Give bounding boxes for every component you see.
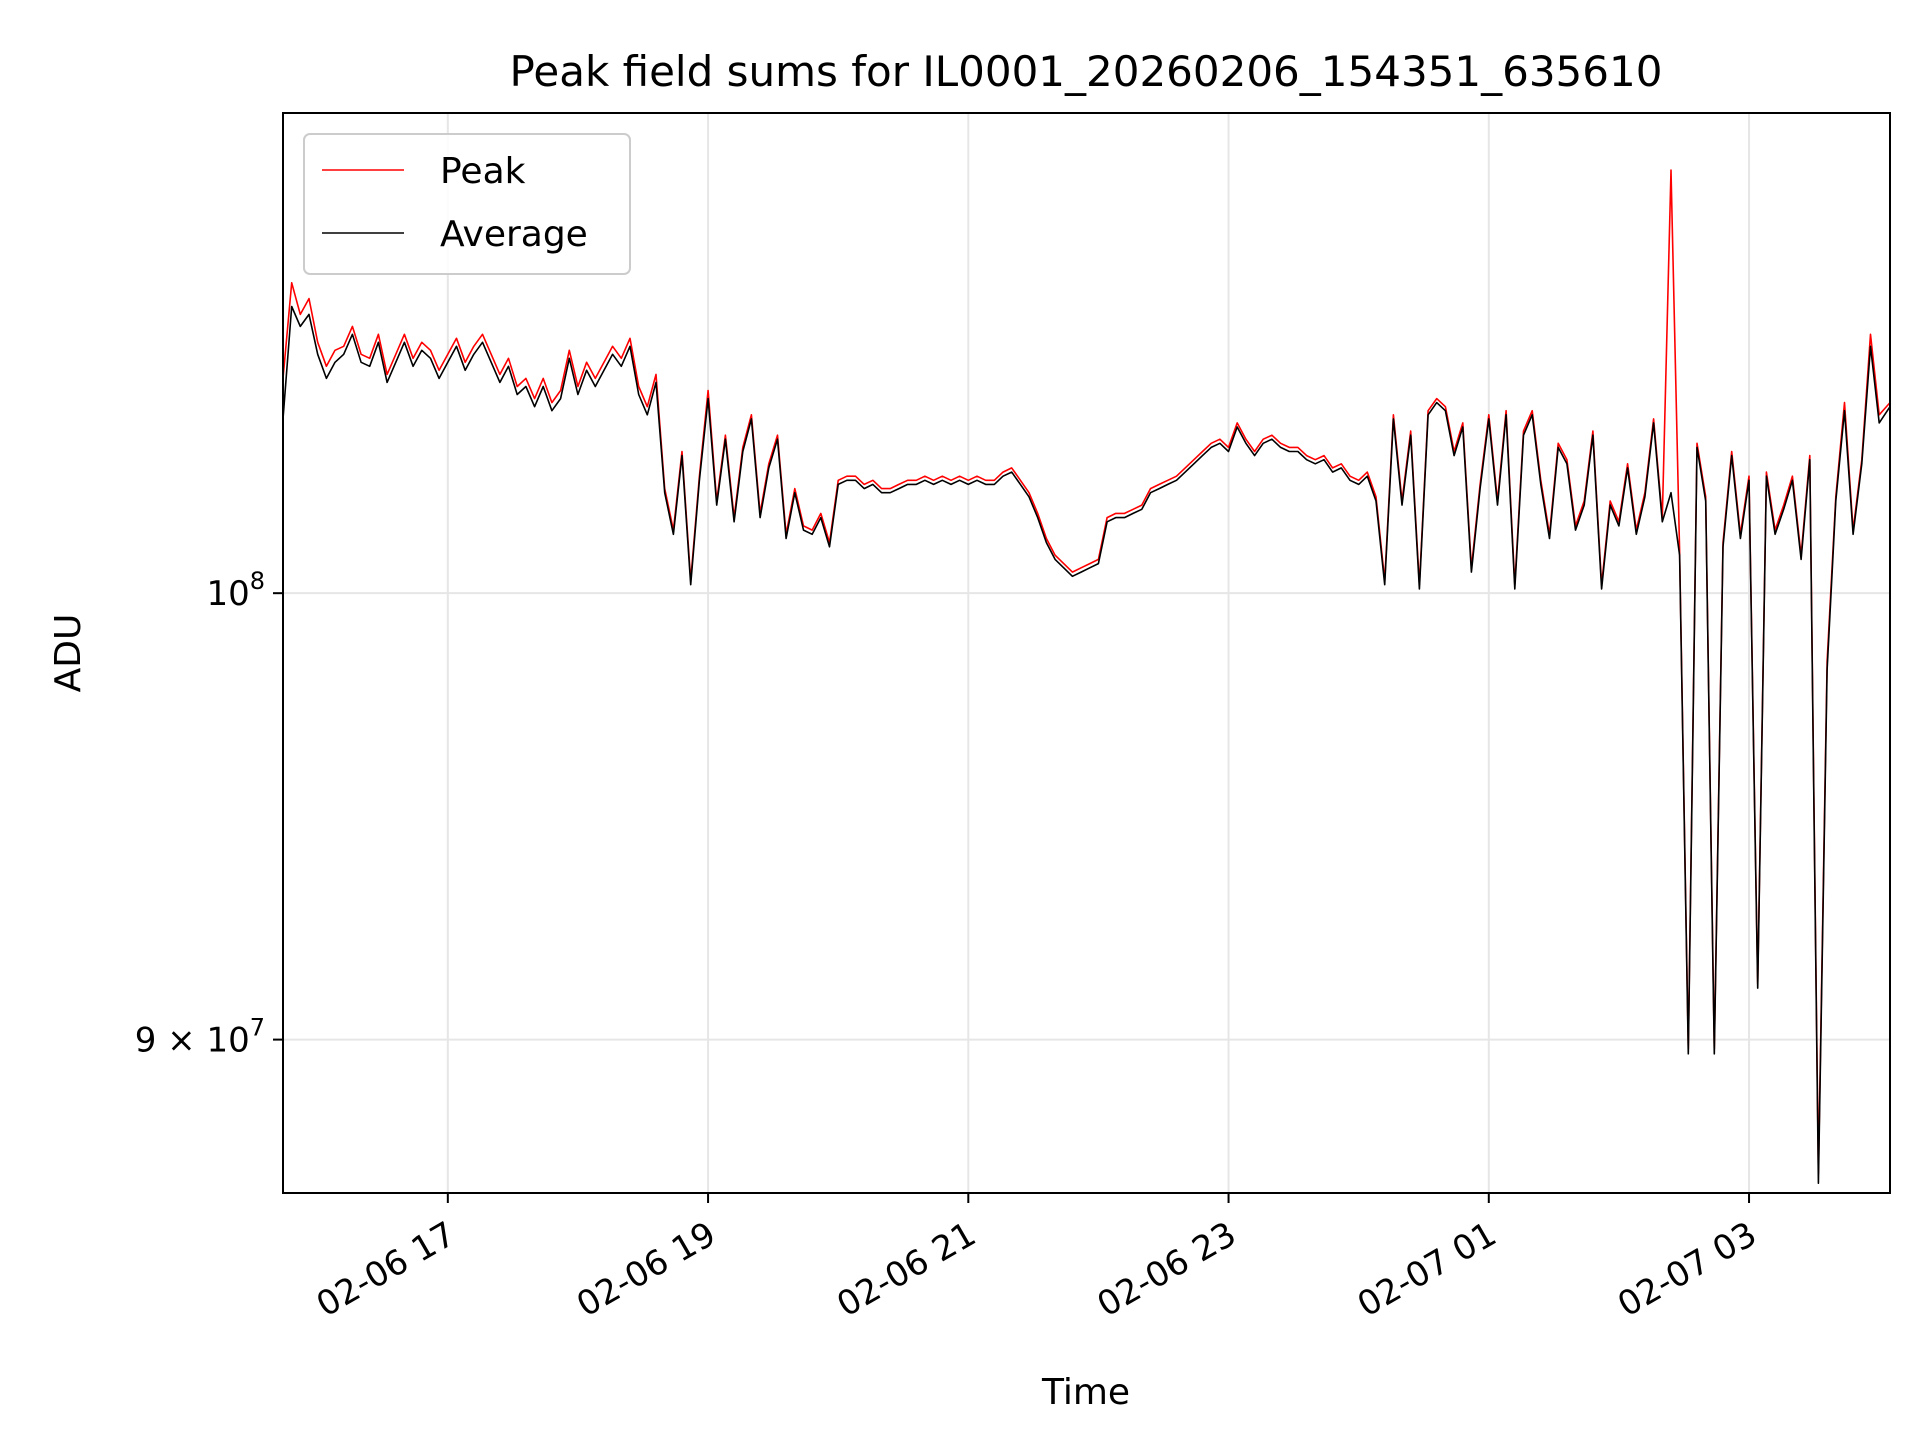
y-tick-exponent: 8 (250, 567, 265, 595)
series-line-average (282, 305, 1891, 1184)
y-tick-exponent: 7 (250, 1014, 265, 1042)
plot-series (282, 169, 1891, 1184)
y-tick-label: 9 × 107 (135, 1014, 265, 1061)
y-tick-base: 9 × 10 (135, 1021, 250, 1061)
legend-label-average: Average (440, 214, 588, 255)
plot-frame (282, 112, 1891, 1194)
grid-lines (283, 113, 1890, 1193)
y-axis-label: ADU (48, 614, 89, 693)
chart-title: Peak field sums for IL0001_20260206_1543… (510, 47, 1663, 96)
y-tick-base: 10 (206, 574, 249, 614)
x-axis-label: Time (1041, 1372, 1130, 1413)
y-tick-label: 108 (206, 567, 265, 614)
legend-label-peak: Peak (440, 151, 526, 192)
legend-box (303, 133, 631, 275)
legend: Peak Average (303, 133, 631, 275)
